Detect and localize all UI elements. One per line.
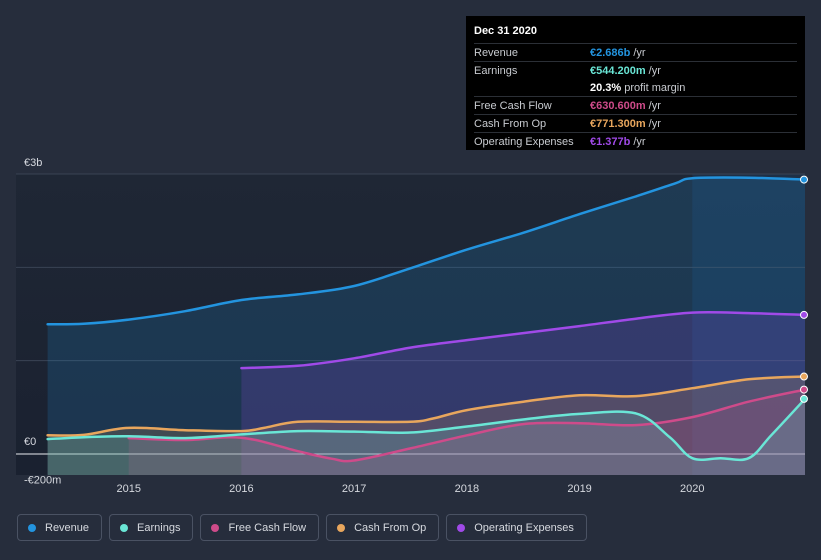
y-tick-label: -€200m (24, 475, 61, 487)
legend-free-cash-flow[interactable]: Free Cash Flow (200, 514, 320, 541)
earnings-end-point (800, 394, 808, 403)
tooltip-value: €544.200m (590, 64, 646, 77)
forecast-region (692, 174, 805, 475)
tooltip-value: 20.3% (590, 81, 622, 94)
tooltip-unit: /yr (648, 64, 661, 77)
legend-dot-icon (120, 523, 129, 532)
tooltip-label: Cash From Op (474, 117, 547, 130)
free-cash-flow-end-point (800, 385, 808, 394)
legend-dot-icon (28, 523, 36, 532)
free-cash-flow-area (128, 389, 805, 475)
tooltip-label: Revenue (474, 46, 519, 59)
x-tick-label: 2018 (455, 483, 479, 495)
legend-label: Cash From Op (354, 521, 427, 534)
tooltip-row-revenue: Revenue €2.686b /yr (474, 43, 797, 61)
legend-label: Revenue (45, 521, 90, 534)
free-cash-flow-line (127, 388, 807, 463)
tooltip-label: Operating Expenses (474, 135, 574, 148)
tooltip-unit: /yr (648, 99, 661, 112)
tooltip: Dec 31 2020 Revenue €2.686b /yr Earnings… (466, 16, 805, 150)
tooltip-value: €630.600m (590, 99, 646, 112)
operating-expenses-line (240, 310, 807, 370)
y-tick-label: €0 (24, 436, 36, 448)
legend-operating-expenses[interactable]: Operating Expenses (446, 514, 587, 541)
cash-from-op-line (46, 375, 807, 437)
plot-area (16, 174, 805, 475)
tooltip-row-earnings: Earnings €544.200m /yr (474, 61, 797, 79)
legend-earnings[interactable]: Earnings (109, 514, 194, 541)
tooltip-label: Earnings (474, 64, 518, 77)
tooltip-label: Free Cash Flow (474, 99, 552, 112)
tooltip-unit: profit margin (624, 81, 686, 94)
tooltip-row-operating-expenses: Operating Expenses €1.377b /yr (474, 132, 797, 150)
tooltip-value: €771.300m (590, 117, 646, 130)
revenue-end-point (800, 175, 808, 184)
legend-dot-icon (457, 523, 466, 532)
legend-label: Operating Expenses (474, 521, 574, 534)
tooltip-row-cash-from-op: Cash From Op €771.300m /yr (474, 114, 797, 132)
x-tick-label: 2015 (116, 483, 140, 495)
tooltip-value: €2.686b (590, 46, 631, 59)
legend-dot-icon (211, 523, 220, 532)
legend-cash-from-op[interactable]: Cash From Op (326, 514, 440, 541)
operating-expenses-end-point (800, 310, 808, 319)
revenue-line (46, 176, 807, 326)
legend-label: Earnings (137, 521, 181, 534)
tooltip-unit: /yr (648, 117, 661, 130)
cash-from-op-area (47, 376, 806, 475)
legend-dot-icon (337, 523, 346, 532)
tooltip-row-profit-margin: 20.3% profit margin (474, 79, 797, 96)
legend-revenue[interactable]: Revenue (17, 514, 103, 541)
legend-label: Free Cash Flow (228, 521, 307, 534)
earnings-area (47, 398, 806, 475)
x-tick-label: 2019 (567, 483, 591, 495)
earnings-line (46, 397, 807, 462)
x-tick-label: 2017 (342, 483, 366, 495)
legend: Revenue Earnings Free Cash Flow Cash Fro… (17, 514, 587, 541)
x-tick-label: 2016 (229, 483, 253, 495)
tooltip-unit: /yr (633, 46, 646, 59)
cash-from-op-end-point (800, 372, 808, 381)
tooltip-value: €1.377b (590, 135, 631, 148)
x-tick-label: 2020 (680, 483, 704, 495)
revenue-area (47, 177, 806, 476)
y-tick-label: €3b (24, 157, 42, 169)
tooltip-date: Dec 31 2020 (474, 25, 537, 37)
tooltip-row-free-cash-flow: Free Cash Flow €630.600m /yr (474, 96, 797, 114)
operating-expenses-area (241, 312, 805, 475)
tooltip-unit: /yr (633, 135, 646, 148)
